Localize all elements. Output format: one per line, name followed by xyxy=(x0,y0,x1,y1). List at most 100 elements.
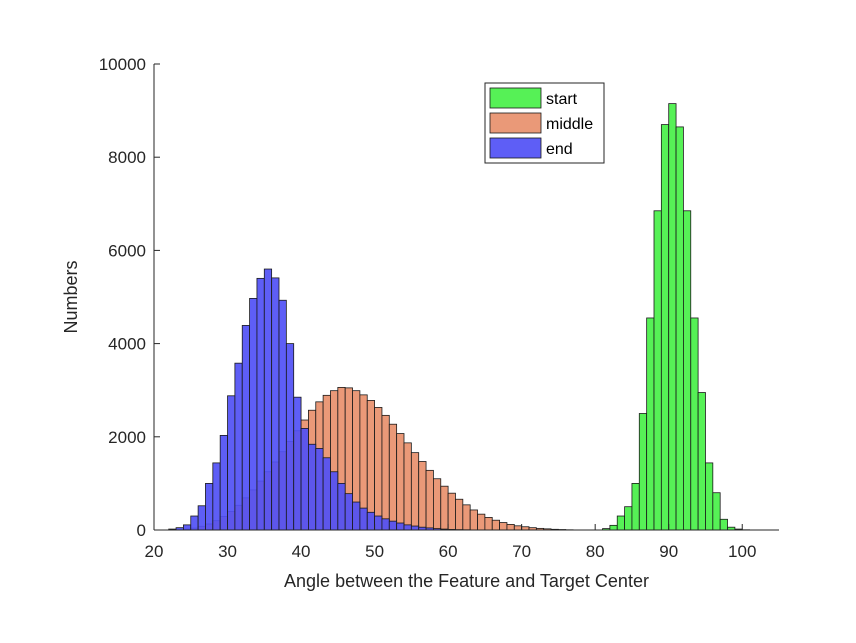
x-tick-label: 30 xyxy=(218,542,237,561)
legend-swatch-end xyxy=(489,137,542,159)
y-axis-title: Numbers xyxy=(61,260,81,333)
bar-start xyxy=(616,515,625,531)
axes xyxy=(153,64,779,531)
bar-end xyxy=(300,428,309,531)
y-tick-label: 2000 xyxy=(108,428,146,447)
bar-end xyxy=(183,524,192,531)
bar-end xyxy=(388,520,398,531)
bar-end xyxy=(205,482,214,531)
bar-start xyxy=(624,506,633,531)
bar-end xyxy=(410,525,420,531)
x-tick-label: 60 xyxy=(439,542,458,561)
bar-end xyxy=(241,325,250,531)
bar-middle xyxy=(366,400,375,531)
series-start xyxy=(602,103,750,531)
bar-start xyxy=(609,524,618,531)
legend-swatch-start xyxy=(489,87,542,109)
x-axis-title: Angle between the Feature and Target Cen… xyxy=(284,571,649,591)
bar-middle xyxy=(396,433,405,531)
bar-end xyxy=(352,501,361,531)
bar-middle xyxy=(433,478,442,531)
y-axis-ticks: 0 2000 4000 6000 8000 10000 xyxy=(99,55,160,540)
bar-start xyxy=(638,413,648,531)
bar-end xyxy=(374,515,383,531)
bar-start xyxy=(705,462,714,531)
bar-end xyxy=(381,518,390,531)
y-tick-label: 4000 xyxy=(108,335,146,354)
bar-end xyxy=(308,443,317,531)
bar-middle xyxy=(381,414,390,531)
bar-end xyxy=(263,268,273,531)
x-tick-label: 20 xyxy=(145,542,164,561)
bar-middle xyxy=(425,469,434,531)
bar-end xyxy=(359,507,368,531)
x-tick-label: 100 xyxy=(728,542,756,561)
bar-end xyxy=(190,515,199,531)
legend-label-start: start xyxy=(546,91,578,108)
bar-end xyxy=(234,362,243,531)
bar-middle xyxy=(513,525,523,531)
bar-end xyxy=(285,343,295,531)
bar-middle xyxy=(484,517,493,531)
bar-start xyxy=(683,210,692,531)
bar-start xyxy=(646,317,655,531)
bar-end xyxy=(212,462,221,531)
legend: start middle end xyxy=(484,82,605,164)
bar-start xyxy=(660,124,670,531)
bar-end xyxy=(366,511,375,531)
bar-start xyxy=(690,317,699,531)
x-tick-label: 70 xyxy=(512,542,531,561)
bar-middle xyxy=(499,522,508,531)
bar-end xyxy=(315,448,324,531)
bar-middle xyxy=(447,492,456,531)
x-tick-label: 90 xyxy=(659,542,678,561)
bar-middle xyxy=(506,524,515,531)
y-tick-label: 6000 xyxy=(108,241,146,260)
bar-start xyxy=(653,210,662,531)
bar-end xyxy=(249,297,258,531)
bar-end xyxy=(219,434,228,531)
y-tick-label: 0 xyxy=(137,521,146,540)
bar-end xyxy=(271,277,280,531)
bar-middle xyxy=(455,498,464,531)
x-axis-ticks: 20 30 40 50 60 70 80 90 100 xyxy=(145,524,756,561)
bar-end xyxy=(256,277,265,531)
bar-middle xyxy=(374,407,383,531)
bar-end xyxy=(278,299,287,531)
bar-end xyxy=(337,482,346,531)
y-tick-label: 10000 xyxy=(99,55,146,74)
histogram-bars xyxy=(168,103,750,531)
bar-middle xyxy=(418,461,427,531)
legend-label-middle: middle xyxy=(546,116,593,133)
bar-middle xyxy=(469,509,478,531)
bar-end xyxy=(197,505,206,531)
bar-end xyxy=(344,493,353,531)
bar-middle xyxy=(462,504,471,531)
bar-middle xyxy=(403,442,412,531)
bar-start xyxy=(719,518,728,531)
legend-items: start middle end xyxy=(489,87,593,159)
bar-middle xyxy=(388,423,398,531)
x-tick-label: 80 xyxy=(586,542,605,561)
x-tick-label: 40 xyxy=(292,542,311,561)
bar-middle xyxy=(410,452,420,531)
bar-start xyxy=(631,482,640,531)
bar-end xyxy=(403,524,412,531)
bar-start xyxy=(697,392,706,531)
bar-middle xyxy=(491,519,500,531)
bar-middle xyxy=(440,485,449,531)
bar-end xyxy=(330,471,339,531)
bar-middle xyxy=(477,513,486,531)
legend-label-end: end xyxy=(546,141,573,158)
bar-end xyxy=(396,522,405,531)
y-tick-label: 8000 xyxy=(108,148,146,167)
bar-end xyxy=(322,457,331,531)
bar-end xyxy=(227,395,236,531)
bar-start xyxy=(712,492,721,531)
bar-end xyxy=(293,396,302,531)
bar-start xyxy=(668,103,677,531)
legend-swatch-middle xyxy=(489,112,542,134)
bar-start xyxy=(675,126,684,531)
x-tick-label: 50 xyxy=(365,542,384,561)
